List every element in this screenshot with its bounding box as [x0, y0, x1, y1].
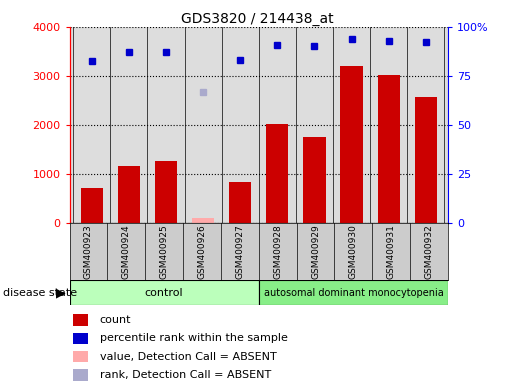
Text: count: count [100, 315, 131, 325]
Bar [415, 97, 437, 223]
Bar [70, 280, 259, 305]
Text: GSM400927: GSM400927 [235, 224, 244, 279]
Text: GSM400925: GSM400925 [160, 224, 168, 279]
Bar [229, 182, 251, 223]
Bar [118, 166, 140, 223]
Bar [259, 280, 448, 305]
Text: GSM400924: GSM400924 [122, 224, 131, 279]
Text: GSM400929: GSM400929 [311, 224, 320, 279]
Text: control: control [145, 288, 183, 298]
Text: rank, Detection Call = ABSENT: rank, Detection Call = ABSENT [100, 370, 271, 380]
Text: GSM400926: GSM400926 [198, 224, 207, 279]
Bar [81, 189, 103, 223]
Text: value, Detection Call = ABSENT: value, Detection Call = ABSENT [100, 352, 277, 362]
Text: GDS3820 / 214438_at: GDS3820 / 214438_at [181, 12, 334, 25]
Bar [340, 66, 363, 223]
Text: GSM400923: GSM400923 [84, 224, 93, 279]
Bar [73, 369, 89, 381]
Text: disease state: disease state [3, 288, 77, 298]
Text: autosomal dominant monocytopenia: autosomal dominant monocytopenia [264, 288, 443, 298]
Bar [73, 351, 89, 362]
Text: GSM400932: GSM400932 [425, 224, 434, 279]
Bar [266, 124, 288, 223]
Text: GSM400931: GSM400931 [387, 224, 396, 279]
Bar [377, 75, 400, 223]
Text: ▶: ▶ [56, 286, 65, 299]
Bar [73, 314, 89, 326]
Text: GSM400928: GSM400928 [273, 224, 282, 279]
Text: percentile rank within the sample: percentile rank within the sample [100, 333, 288, 343]
Bar [192, 218, 214, 223]
Text: GSM400930: GSM400930 [349, 224, 358, 279]
Bar [73, 333, 89, 344]
Bar [155, 161, 177, 223]
Bar [303, 137, 325, 223]
